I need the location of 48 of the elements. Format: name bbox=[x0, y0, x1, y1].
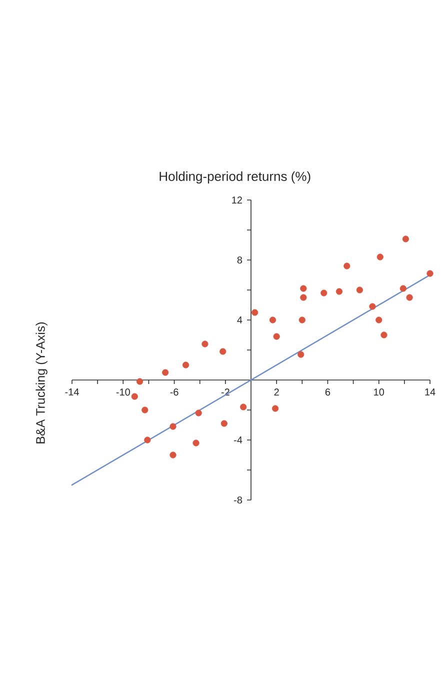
point bbox=[170, 452, 176, 458]
point bbox=[402, 236, 410, 242]
point bbox=[202, 340, 208, 348]
point bbox=[426, 270, 434, 277]
point bbox=[252, 309, 258, 316]
x-tick-label: 6 bbox=[325, 388, 330, 396]
point bbox=[170, 423, 176, 430]
point bbox=[300, 285, 307, 292]
point bbox=[162, 369, 169, 376]
y-axis-title: B&A Trucking (Y-Axis) bbox=[36, 322, 48, 444]
chart-title: Holding-period returns (%) bbox=[160, 171, 310, 184]
y-tick-label: 8 bbox=[237, 256, 242, 264]
point bbox=[192, 440, 200, 446]
x-tick-label: 14 bbox=[425, 388, 436, 396]
point bbox=[336, 288, 343, 295]
x-tick-label: -14 bbox=[65, 388, 79, 396]
point bbox=[182, 362, 190, 368]
point bbox=[195, 410, 202, 416]
point bbox=[142, 406, 148, 414]
point bbox=[369, 303, 376, 310]
point bbox=[220, 420, 228, 427]
point bbox=[298, 351, 304, 358]
y-tick-label: 4 bbox=[237, 316, 242, 324]
point bbox=[406, 294, 413, 301]
point bbox=[298, 316, 306, 324]
x-tick-label: -10 bbox=[116, 388, 130, 396]
y-tick-label: -4 bbox=[234, 436, 242, 444]
y-tick-label: 12 bbox=[232, 196, 242, 204]
point bbox=[272, 405, 279, 412]
point bbox=[376, 316, 382, 324]
x-tick-label: -6 bbox=[170, 388, 178, 396]
point bbox=[320, 290, 328, 296]
point bbox=[400, 285, 406, 292]
y-tick-label: -8 bbox=[234, 496, 242, 504]
point bbox=[240, 404, 247, 410]
point bbox=[136, 378, 144, 385]
point bbox=[356, 286, 363, 294]
point bbox=[144, 436, 151, 444]
point bbox=[380, 332, 388, 338]
point bbox=[269, 316, 276, 324]
point bbox=[131, 393, 138, 400]
x-tick-label: 10 bbox=[374, 388, 384, 396]
point bbox=[376, 254, 384, 260]
x-tick-label: 2 bbox=[274, 388, 279, 396]
point bbox=[220, 348, 226, 355]
point bbox=[300, 294, 307, 301]
point bbox=[273, 333, 280, 340]
point bbox=[344, 262, 350, 270]
